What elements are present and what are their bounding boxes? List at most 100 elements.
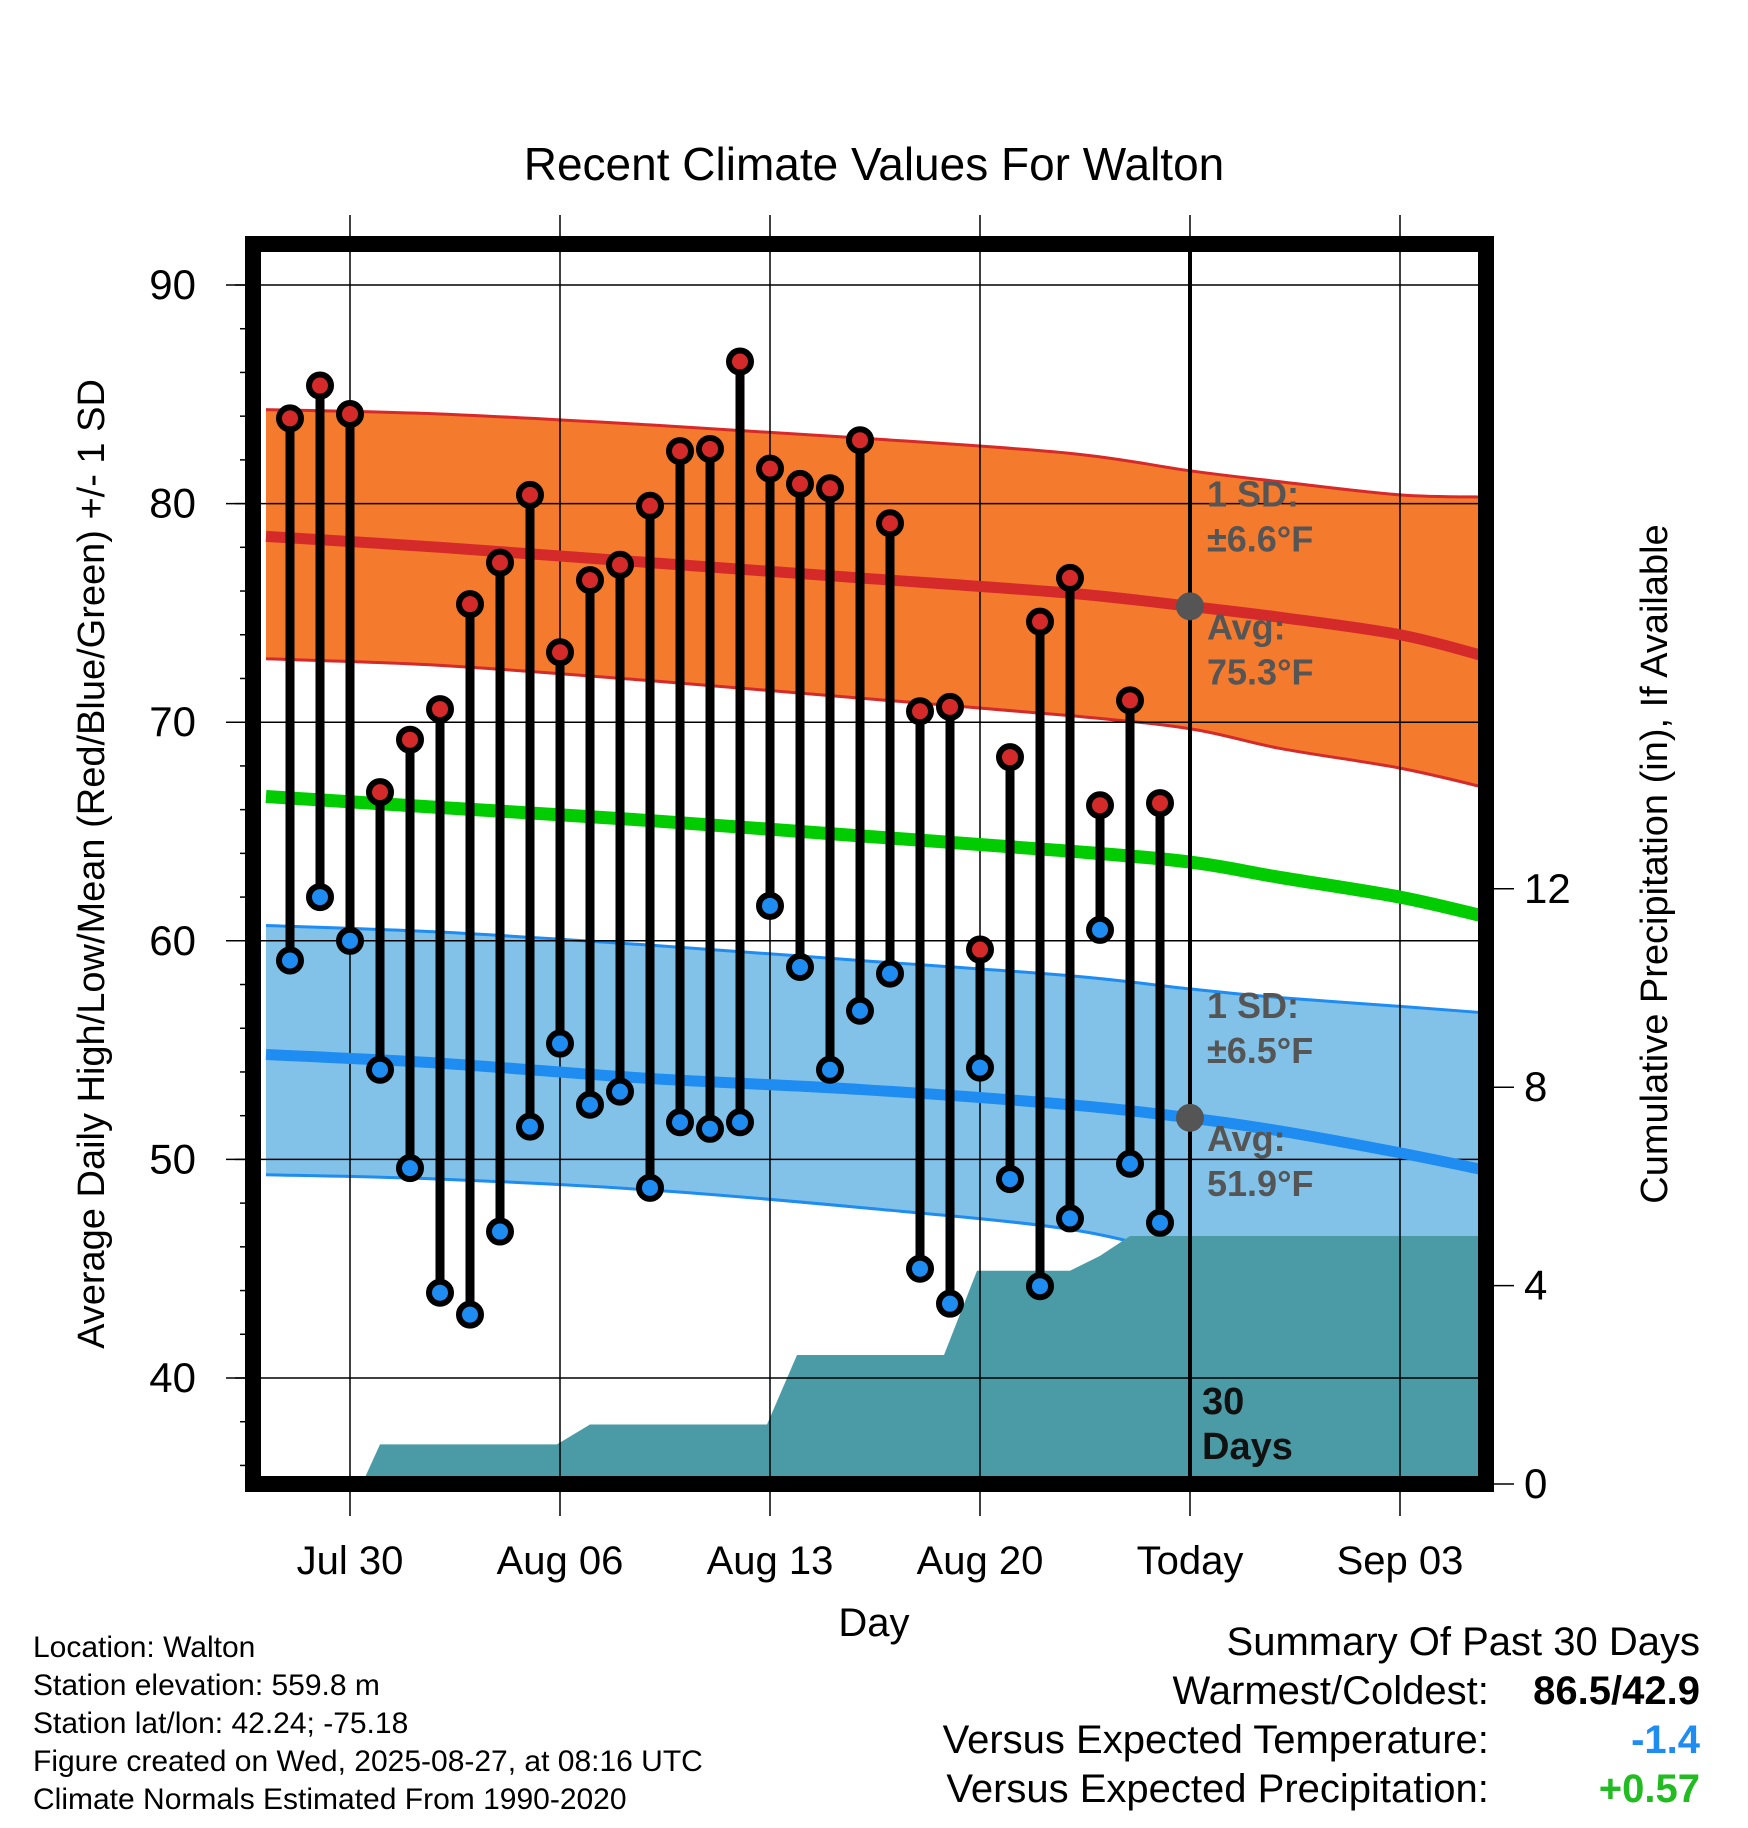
high-point [966, 935, 994, 964]
normals-text: Climate Normals Estimated From 1990-2020 [33, 1783, 627, 1816]
high-point [756, 454, 784, 483]
high-sd-band [266, 409, 1486, 788]
low-point [636, 1173, 664, 1202]
high-point [516, 480, 544, 509]
high-point [576, 566, 604, 595]
low-point [1026, 1272, 1054, 1301]
low-point [906, 1254, 934, 1283]
location-text: Location: Walton [33, 1631, 256, 1664]
low-sd-value: ±6.5°F [1207, 1030, 1313, 1071]
low-point [456, 1300, 484, 1329]
low-point [306, 883, 334, 912]
low-point [996, 1165, 1024, 1194]
low-point [876, 959, 904, 988]
high-point [456, 590, 484, 619]
high-point [1056, 563, 1084, 592]
high-point [306, 371, 334, 400]
high-sd-label: 1 SD: [1207, 473, 1299, 514]
summary-temp: Versus Expected Temperature: -1.4 [943, 1716, 1700, 1765]
station-info: Location: Walton Station elevation: 559.… [33, 1629, 703, 1819]
axes: 40 50 60 70 80 90 0 4 8 12 Jul 30 Aug 06 Aug 13 Aug 2… [149, 261, 1570, 1583]
low-point [846, 996, 874, 1025]
high-point [666, 437, 694, 466]
y-tick-label: 40 [149, 1354, 196, 1401]
warm-cold-label: Warmest/Coldest: [1172, 1669, 1489, 1713]
precipitation-area [253, 1236, 1486, 1484]
precipitation-fill [253, 1236, 1486, 1484]
mean-normal-line [265, 790, 1488, 924]
low-point [756, 891, 784, 920]
high-point [366, 778, 394, 807]
high-point [486, 548, 514, 577]
high-point [336, 399, 364, 428]
x-axis-label: Day [838, 1601, 909, 1645]
high-sd-band-lower-edge [265, 657, 1487, 790]
low-point [696, 1114, 724, 1143]
summary-precip: Versus Expected Precipitation: +0.57 [943, 1765, 1700, 1814]
x-tick-label: Aug 20 [917, 1539, 1044, 1583]
y-tick-label: 80 [149, 480, 196, 527]
summary-panel: Summary Of Past 30 Days Warmest/Coldest:… [943, 1618, 1700, 1814]
high-point [1026, 607, 1054, 636]
y2-tick-label: 12 [1524, 865, 1571, 912]
today-days-line: 30 [1202, 1381, 1244, 1423]
y2-tick-label: 0 [1524, 1460, 1547, 1507]
high-point [546, 638, 574, 667]
high-normal-line [265, 530, 1488, 662]
high-point [816, 474, 844, 503]
y2-tick-label: 4 [1524, 1262, 1547, 1309]
plot-frame [245, 236, 1494, 1492]
x-tick-label: Aug 06 [497, 1539, 624, 1583]
low-point [786, 953, 814, 982]
low-point [966, 1053, 994, 1082]
high-point [276, 404, 304, 433]
x-tick-label: Sep 03 [1337, 1539, 1464, 1583]
y-axis-label: Average Daily High/Low/Mean (Red/Blue/Gr… [71, 379, 113, 1349]
daily-range-bars [285, 361, 1165, 1315]
low-point [396, 1154, 424, 1183]
high-point [786, 469, 814, 498]
summary-title: Summary Of Past 30 Days [1226, 1620, 1700, 1664]
high-point [906, 697, 934, 726]
low-point [516, 1112, 544, 1141]
high-today-avg-dot [1176, 592, 1204, 621]
low-point [816, 1055, 844, 1084]
daily-points [276, 347, 1174, 1329]
high-point [726, 347, 754, 376]
elevation-text: Station elevation: 559.8 m [33, 1669, 380, 1702]
plot-border [245, 236, 1494, 1492]
x-tick-label: Aug 13 [707, 1539, 834, 1583]
y-tick-label: 70 [149, 698, 196, 745]
low-avg-label: Avg: [1207, 1118, 1286, 1159]
y-tick-label: 90 [149, 261, 196, 308]
high-sd-value: ±6.6°F [1207, 518, 1313, 559]
high-point [636, 491, 664, 520]
low-point [936, 1289, 964, 1318]
y2-axis-label: Cumulative Precipitation (in), If Availa… [1634, 524, 1676, 1203]
precip-value: +0.57 [1598, 1767, 1700, 1811]
high-point [936, 692, 964, 721]
low-point [666, 1108, 694, 1137]
high-point [1146, 789, 1174, 818]
chart-title: Recent Climate Values For Walton [524, 138, 1225, 190]
low-point [426, 1278, 454, 1307]
high-point [426, 695, 454, 724]
temp-label: Versus Expected Temperature: [942, 1718, 1489, 1762]
low-avg-value: 51.9°F [1207, 1163, 1313, 1204]
low-point [606, 1077, 634, 1106]
high-avg-label: Avg: [1207, 606, 1286, 647]
normal-lines [265, 530, 1488, 1176]
high-point [606, 550, 634, 579]
low-today-avg-dot [1176, 1103, 1204, 1132]
x-tick-label: Jul 30 [297, 1539, 404, 1583]
y-tick-label: 50 [149, 1135, 196, 1182]
warm-cold-value: 86.5/42.9 [1533, 1669, 1700, 1713]
created-text: Figure created on Wed, 2025-08-27, at 08… [33, 1745, 703, 1778]
low-point [1146, 1208, 1174, 1237]
latlon-text: Station lat/lon: 42.24; -75.18 [33, 1707, 409, 1740]
low-normal-line [265, 1048, 1488, 1176]
high-point [846, 426, 874, 455]
today-days-line: Days [1202, 1426, 1293, 1468]
